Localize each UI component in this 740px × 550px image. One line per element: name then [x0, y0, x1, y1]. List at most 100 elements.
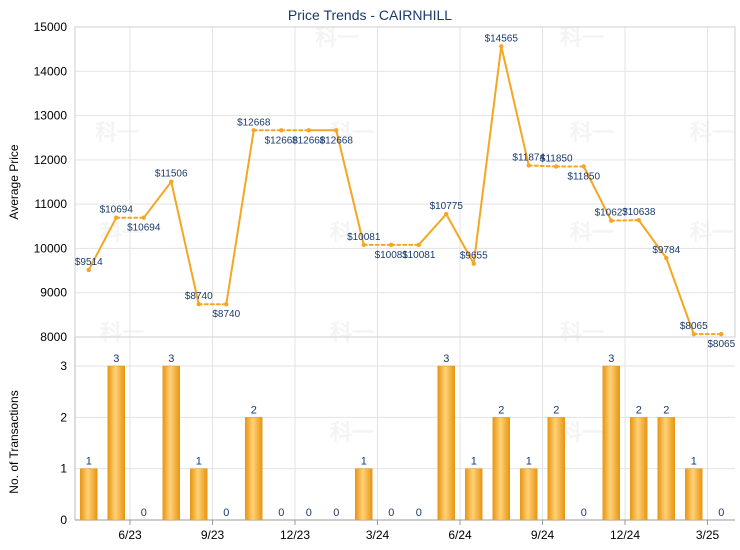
transaction-bar: [547, 417, 565, 521]
price-data-label: $9514: [75, 257, 103, 268]
price-data-label: $12668: [237, 117, 271, 128]
transaction-count-label: 1: [526, 456, 532, 468]
transaction-bar: [355, 468, 373, 521]
price-data-label: $10694: [100, 205, 134, 216]
transactions-series: [80, 365, 703, 521]
price-line-segment: [142, 180, 173, 219]
transaction-bar: [630, 417, 648, 521]
transaction-count-label: 0: [306, 507, 312, 519]
price-data-label: $11850: [567, 172, 600, 183]
transactions-grid: [75, 337, 735, 520]
transaction-count-label: 2: [663, 404, 669, 416]
price-y-tick-label: 9000: [40, 286, 67, 300]
x-tick-label: 9/24: [531, 528, 555, 542]
watermark-text: 科一: [330, 221, 374, 246]
price-data-label: $10694: [127, 223, 161, 234]
x-tick-label: 6/23: [118, 528, 142, 542]
price-line-segment: [500, 45, 530, 167]
price-y-tick-label: 15000: [34, 20, 68, 34]
x-tick-label: 3/25: [696, 528, 720, 542]
price-point: [554, 164, 559, 169]
transaction-count-label: 0: [388, 507, 394, 519]
price-data-label: $8740: [212, 309, 240, 320]
x-axis: 6/23 9/23 12/23 3/24 6/24 9/24 12/24 3/25: [118, 520, 720, 542]
transaction-count-label: 0: [278, 507, 284, 519]
transaction-count-label: 1: [471, 456, 477, 468]
price-point: [664, 255, 669, 261]
price-data-label: $10638: [622, 207, 656, 218]
watermark-text: 科一: [330, 321, 374, 346]
price-line-segment: [665, 256, 695, 336]
price-point: [251, 128, 256, 133]
price-data-label: $8065: [680, 321, 708, 332]
price-point: [416, 242, 421, 248]
transaction-bar: [190, 468, 208, 521]
price-data-label: $11874: [512, 152, 545, 163]
watermark-text: 科一: [560, 321, 604, 346]
price-point: [444, 211, 449, 217]
price-point: [279, 128, 284, 133]
price-point: [499, 44, 504, 49]
x-tick-label: 9/23: [201, 528, 225, 542]
price-line-segment: [170, 180, 200, 306]
transaction-count-label: 0: [141, 507, 147, 519]
transactions-y-axis: 0 1 2 3: [60, 359, 67, 527]
price-data-label: $8065: [707, 339, 735, 350]
transaction-count-label: 3: [608, 353, 614, 365]
price-y-tick-label: 14000: [34, 64, 68, 78]
transaction-count-label: 1: [691, 456, 697, 468]
price-data-label: $8740: [185, 291, 213, 302]
transaction-count-label: 1: [86, 456, 92, 468]
transactions-y-tick-label: 1: [60, 462, 67, 476]
price-point: [224, 302, 229, 307]
transactions-y-tick-label: 0: [60, 513, 67, 527]
price-point: [609, 218, 614, 223]
x-tick-label: 3/24: [366, 528, 390, 542]
transaction-count-label: 0: [333, 507, 339, 519]
price-data-label: $12668: [265, 135, 299, 146]
price-line-segment: [445, 213, 475, 265]
transactions-y-tick-label: 2: [60, 410, 67, 424]
price-data-label: $10627: [595, 208, 629, 219]
transactions-y-axis-title: No. of Transactions: [7, 390, 21, 493]
transaction-bar: [162, 365, 180, 521]
price-data-label: $9655: [460, 251, 488, 262]
transaction-count-label: 0: [718, 507, 724, 519]
watermark-text: 科一: [330, 421, 374, 446]
price-data-label: $10081: [347, 232, 381, 243]
price-point: [719, 331, 724, 337]
price-data-label: $10081: [402, 250, 436, 261]
price-line-segment: [472, 45, 503, 265]
price-data-label: $9784: [652, 245, 680, 256]
watermark-text: 科一: [690, 121, 734, 146]
price-y-tick-label: 13000: [34, 109, 68, 123]
transaction-count-label: 2: [498, 404, 504, 416]
price-data-label: $14565: [485, 33, 519, 44]
watermark-text: 科一: [560, 26, 604, 51]
price-data-label: $10775: [430, 201, 464, 212]
price-point: [471, 261, 476, 266]
price-y-tick-label: 11000: [35, 197, 68, 211]
price-point: [114, 215, 119, 220]
price-y-axis: 8000 9000 10000 11000 12000 13000 14000 15000: [34, 20, 68, 344]
watermark-text: 科一: [570, 121, 614, 146]
watermark-text: 科一: [95, 121, 139, 146]
transaction-bar: [107, 365, 125, 521]
transaction-bar: [657, 417, 675, 521]
watermark-text: 科一: [690, 221, 734, 246]
transaction-count-label: 3: [113, 353, 119, 365]
price-y-tick-label: 8000: [40, 330, 67, 344]
price-data-label: $10081: [375, 250, 409, 261]
transaction-count-label: 3: [168, 353, 174, 365]
price-y-tick-label: 12000: [34, 153, 68, 167]
price-point: [196, 302, 201, 307]
transaction-count-label: 0: [416, 507, 422, 519]
price-point: [86, 267, 91, 273]
price-line-segment: [637, 219, 668, 259]
x-tick-label: 12/23: [280, 528, 310, 542]
transaction-bar: [437, 365, 455, 521]
watermark-text: 科一: [100, 321, 144, 346]
price-y-tick-label: 10000: [34, 241, 68, 255]
price-point: [361, 242, 366, 248]
